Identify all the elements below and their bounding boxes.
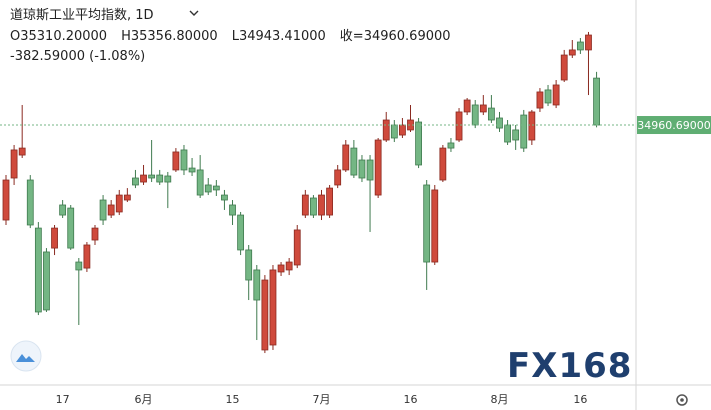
- candle-body: [51, 227, 58, 249]
- candle-body: [245, 249, 253, 281]
- candle-body: [229, 204, 236, 216]
- candle-body: [318, 194, 325, 216]
- candle-body: [237, 214, 245, 251]
- candle-body: [67, 207, 75, 249]
- chart-title[interactable]: 道琼斯工业平均指数, 1D: [10, 8, 154, 23]
- candle-body: [455, 111, 463, 141]
- candle-body: [536, 91, 544, 109]
- candle-body: [172, 151, 180, 171]
- candle-body: [415, 121, 422, 166]
- candle-body: [423, 184, 431, 263]
- candle-body: [576, 41, 584, 51]
- candle-body: [487, 107, 495, 121]
- gear-ring: [676, 394, 688, 406]
- candle-body: [293, 229, 301, 266]
- title-dropdown[interactable]: [189, 10, 199, 16]
- candle-body: [431, 189, 439, 263]
- ohlc-legend: O35310.20000 H35356.80000 L34943.41000 收=34…: [10, 29, 451, 44]
- candle-body: [180, 149, 188, 171]
- candle-body: [91, 227, 99, 241]
- candle-body: [269, 269, 277, 346]
- candle-body: [10, 149, 18, 179]
- last-price-label: 34960.69000: [637, 119, 710, 132]
- candle-body: [43, 251, 50, 311]
- candle-body: [301, 194, 309, 216]
- candle-body: [447, 142, 455, 149]
- candle-body: [552, 84, 560, 106]
- ohlc-label: L34943.41000: [232, 29, 326, 44]
- gear-hub: [680, 398, 684, 402]
- candle-body: [261, 279, 269, 351]
- x-tick-label: 17: [56, 393, 70, 406]
- candle-body: [196, 169, 204, 196]
- plot: [2, 31, 600, 354]
- candle-body: [390, 124, 398, 139]
- candle-body: [2, 179, 10, 221]
- logo-icon: [16, 354, 35, 362]
- candle-body: [366, 159, 374, 181]
- candle-body: [148, 174, 156, 179]
- candle-body: [334, 169, 342, 186]
- candle-body: [568, 49, 576, 56]
- candle-body: [439, 147, 447, 181]
- x-tick-label: 6月: [135, 393, 153, 406]
- candle-body: [34, 227, 42, 313]
- candle-body: [285, 261, 293, 271]
- x-tick-label: 15: [226, 393, 240, 406]
- candle-body: [358, 159, 366, 179]
- candle-body: [326, 187, 334, 216]
- candle-body: [188, 167, 196, 173]
- candle-body: [140, 174, 147, 183]
- ohlc-label: 收=34960.69000: [340, 29, 451, 44]
- candle-body: [123, 194, 131, 201]
- candle-body: [212, 185, 220, 191]
- candle-body: [115, 194, 123, 213]
- last-price-tag: [637, 116, 711, 135]
- candle-body: [350, 147, 358, 176]
- candle-body: [528, 111, 536, 141]
- candle-body: [512, 129, 520, 141]
- candle-body: [18, 147, 26, 156]
- candle-body: [277, 264, 285, 273]
- candle-body: [221, 194, 228, 201]
- candle-body: [471, 104, 479, 126]
- change-label: -382.59000 (-1.08%): [10, 49, 145, 64]
- candle-body: [253, 269, 261, 301]
- settings-icon[interactable]: [676, 394, 688, 406]
- candle-body: [156, 174, 164, 183]
- candle-body: [463, 99, 471, 113]
- candle-body: [560, 54, 568, 81]
- candle-body: [382, 119, 390, 141]
- candle-body: [75, 261, 83, 271]
- candle-body: [504, 124, 511, 143]
- candle-body: [374, 139, 382, 196]
- x-tick-label: 16: [573, 393, 587, 406]
- candle-body: [544, 89, 552, 104]
- candle-body: [399, 124, 406, 136]
- ohlc-label: O35310.20000: [10, 29, 107, 44]
- candle-body: [496, 117, 503, 129]
- candle-body: [204, 184, 212, 193]
- x-tick-label: 16: [404, 393, 418, 406]
- candle-body: [99, 199, 107, 221]
- candle-body: [593, 77, 600, 126]
- candle-body: [59, 204, 67, 216]
- ohlc-label: H35356.80000: [121, 29, 218, 44]
- candle-body: [585, 34, 592, 51]
- x-tick-label: 7月: [313, 393, 331, 406]
- candle-body: [520, 114, 528, 149]
- candle-body: [26, 179, 34, 226]
- candle-body: [107, 204, 115, 216]
- candle-body: [164, 175, 172, 183]
- candle-body: [310, 197, 317, 216]
- candle-body: [342, 144, 350, 171]
- logo-button[interactable]: [10, 340, 42, 372]
- x-tick-label: 8月: [490, 393, 508, 406]
- candle-body: [132, 177, 139, 186]
- watermark: FX168: [507, 346, 632, 386]
- candle-body: [83, 244, 91, 269]
- candle-body: [479, 104, 487, 113]
